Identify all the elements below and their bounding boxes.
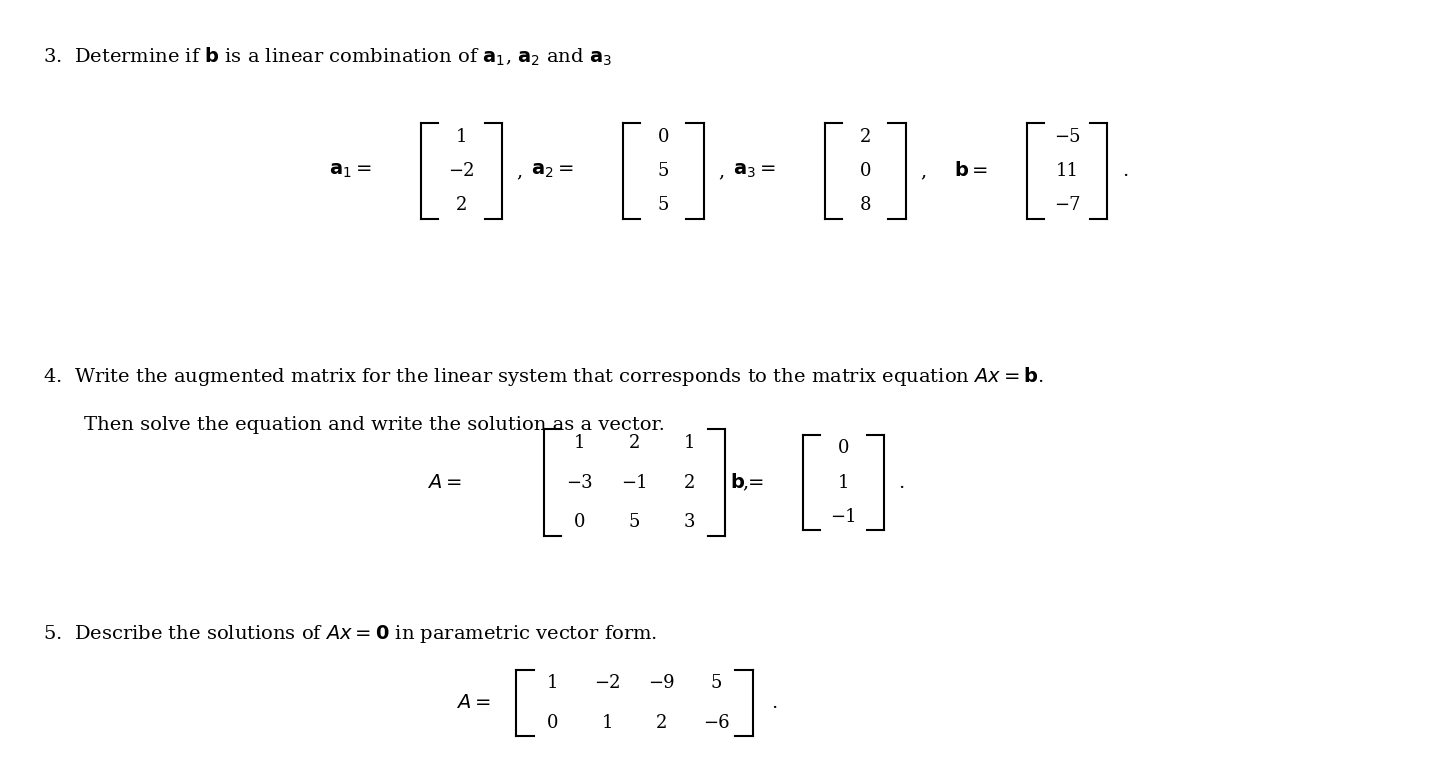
Text: $\mathbf{a}_3 =$: $\mathbf{a}_3 =$ (733, 162, 776, 180)
Text: −1: −1 (622, 473, 647, 492)
Text: .: . (771, 694, 777, 712)
Text: $A =$: $A =$ (427, 473, 461, 492)
Text: ,: , (743, 473, 748, 492)
Text: −9: −9 (649, 674, 675, 692)
Text: 5: 5 (711, 674, 722, 692)
Text: 5.  Describe the solutions of $Ax = \mathbf{0}$ in parametric vector form.: 5. Describe the solutions of $Ax = \math… (43, 623, 658, 645)
Text: 1: 1 (574, 434, 585, 452)
Text: $\mathbf{b} =$: $\mathbf{b} =$ (953, 162, 988, 181)
Text: −5: −5 (1054, 128, 1080, 146)
Text: −1: −1 (831, 508, 857, 526)
Text: 2: 2 (656, 714, 668, 732)
Text: 5: 5 (658, 162, 669, 180)
Text: −2: −2 (448, 162, 474, 180)
Text: ,: , (920, 162, 926, 180)
Text: 3.  Determine if $\mathbf{b}$ is a linear combination of $\mathbf{a}_1$, $\mathb: 3. Determine if $\mathbf{b}$ is a linear… (43, 46, 613, 68)
Text: ,: , (718, 162, 724, 180)
Text: $\mathbf{b} =$: $\mathbf{b} =$ (730, 473, 764, 492)
Text: .: . (1122, 162, 1128, 180)
Text: −6: −6 (704, 714, 730, 732)
Text: 0: 0 (859, 162, 871, 180)
Text: 4.  Write the augmented matrix for the linear system that corresponds to the mat: 4. Write the augmented matrix for the li… (43, 365, 1044, 388)
Text: 1: 1 (456, 128, 467, 146)
Text: 8: 8 (859, 196, 871, 214)
Text: −7: −7 (1054, 196, 1080, 214)
Text: 11: 11 (1056, 162, 1079, 180)
Text: 0: 0 (658, 128, 669, 146)
Text: 1: 1 (601, 714, 613, 732)
Text: 2: 2 (456, 196, 467, 214)
Text: 1: 1 (838, 473, 849, 492)
Text: ,: , (516, 162, 522, 180)
Text: 0: 0 (574, 513, 585, 531)
Text: 0: 0 (838, 439, 849, 458)
Text: .: . (898, 473, 904, 492)
Text: 3: 3 (684, 513, 695, 531)
Text: 0: 0 (547, 714, 558, 732)
Text: Then solve the equation and write the solution as a vector.: Then solve the equation and write the so… (84, 416, 665, 435)
Text: −3: −3 (567, 473, 593, 492)
Text: 2: 2 (859, 128, 871, 146)
Text: 1: 1 (684, 434, 695, 452)
Text: $\mathbf{a}_1 =$: $\mathbf{a}_1 =$ (329, 162, 372, 180)
Text: $\mathbf{a}_2 =$: $\mathbf{a}_2 =$ (531, 162, 574, 180)
Text: 1: 1 (547, 674, 558, 692)
Text: 2: 2 (684, 473, 695, 492)
Text: 2: 2 (629, 434, 640, 452)
Text: $A =$: $A =$ (456, 694, 490, 712)
Text: 5: 5 (629, 513, 640, 531)
Text: −2: −2 (594, 674, 620, 692)
Text: 5: 5 (658, 196, 669, 214)
